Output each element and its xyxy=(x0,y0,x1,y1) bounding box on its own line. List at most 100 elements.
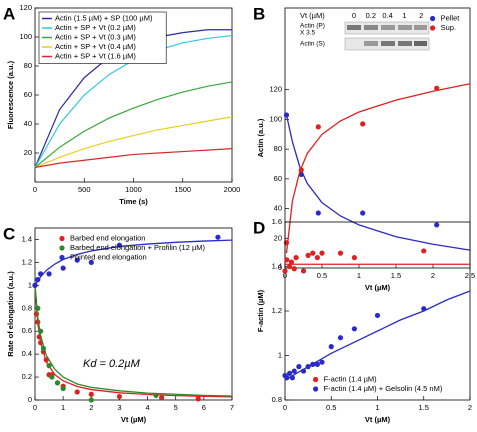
inset-row-label: Actin (S) xyxy=(300,41,325,48)
x-axis-title: Vt (µM) xyxy=(365,415,391,424)
data-point xyxy=(153,392,159,399)
data-point xyxy=(88,259,94,265)
y-axis-title: Fluorescence (a.u.) xyxy=(6,60,15,129)
series-line xyxy=(34,116,233,169)
gel-band xyxy=(364,25,378,30)
legend-label: Pointed end elongation xyxy=(70,252,147,261)
data-point xyxy=(296,364,302,370)
data-point xyxy=(434,85,440,91)
data-point xyxy=(291,266,297,272)
data-point xyxy=(289,375,295,381)
x-tick-label: 1500 xyxy=(174,185,191,194)
data-point xyxy=(319,250,325,256)
x-tick-label: 4 xyxy=(145,403,149,412)
data-point xyxy=(421,248,427,254)
x-tick-label: 1 xyxy=(61,403,65,412)
fit-line xyxy=(34,285,233,398)
data-point xyxy=(38,328,44,334)
y-tick-label: 40 xyxy=(24,119,32,128)
y-tick-label: 20 xyxy=(274,233,282,242)
data-point xyxy=(300,368,307,374)
gel-band xyxy=(414,25,427,30)
plot-frame xyxy=(284,7,471,269)
y-tick-label: 1.6 xyxy=(272,217,282,226)
gel-band xyxy=(364,41,378,46)
legend-label: Barbed end elongation + Profilin (12 µM) xyxy=(70,243,206,252)
gel-bands xyxy=(344,21,430,51)
legend-swatch xyxy=(430,15,436,22)
data-point xyxy=(88,391,94,397)
data-point xyxy=(310,361,316,367)
y-tick-label: 100 xyxy=(19,32,32,41)
y-tick-label: 80 xyxy=(274,144,282,153)
legend-swatch xyxy=(430,25,436,31)
y-axis-title: Rate of elongation (a.u.) xyxy=(6,271,15,357)
fit-line xyxy=(285,83,471,254)
data-point xyxy=(283,112,290,118)
x-tick-label: 0 xyxy=(33,185,37,194)
x-tick-label: 0.5 xyxy=(317,271,327,280)
data-point xyxy=(328,344,334,350)
data-point xyxy=(49,374,55,380)
legend-label: Actin + SP + Vt (0.3 µM) xyxy=(55,32,136,41)
y-axis-title: Actin (a.u.) xyxy=(256,118,265,157)
data-point xyxy=(74,389,80,395)
data-point xyxy=(421,306,427,312)
y-tick-label: 0 xyxy=(28,395,32,404)
x-tick-label: 7 xyxy=(230,403,234,412)
inset-row-label: X 3.5 xyxy=(300,30,316,37)
x-tick-label: 2 xyxy=(468,403,472,412)
legend-swatch xyxy=(59,245,65,251)
inset-lane: 0 xyxy=(352,11,356,20)
legend-label: Actin (1.5 µM) + SP (100 µM) xyxy=(55,13,153,22)
panel-letter: B xyxy=(253,4,265,23)
data-point xyxy=(293,255,299,261)
x-tick-label: 1 xyxy=(375,403,379,412)
x-axis-title: Vt (µM) xyxy=(121,415,147,424)
fit-line xyxy=(34,239,233,286)
y-tick-label: 40 xyxy=(274,204,282,213)
y-tick-label: 60 xyxy=(24,90,32,99)
inset-row-label: Actin (P) xyxy=(300,23,325,30)
data-point xyxy=(337,335,344,341)
data-point xyxy=(74,257,80,263)
data-point xyxy=(360,210,366,216)
legend-swatch xyxy=(59,254,65,261)
data-point xyxy=(351,255,357,261)
x-axis-title: Time (s) xyxy=(119,197,148,206)
legend-label: Actin + SP + Vt (0.4 µM) xyxy=(55,42,136,51)
inset-lane: 0.2 xyxy=(366,11,376,20)
data-point xyxy=(337,250,344,256)
data-point xyxy=(288,259,295,265)
legend-label: Sup. xyxy=(441,23,456,32)
y-tick-label: 1.4 xyxy=(272,261,282,270)
data-point xyxy=(88,397,94,403)
panel-letter: A xyxy=(3,4,15,23)
y-tick-label: 0.2 xyxy=(22,372,32,381)
data-point xyxy=(284,375,290,381)
data-point xyxy=(116,393,123,400)
data-point xyxy=(305,364,311,370)
annotation: Kd = 0.2µM xyxy=(83,358,141,370)
y-tick-label: 120 xyxy=(19,3,32,12)
data-point xyxy=(32,282,38,288)
x-tick-label: 2000 xyxy=(224,185,241,194)
gel-band xyxy=(398,25,412,30)
data-point xyxy=(315,210,321,216)
legend-label: F-actin (1.4 µM) + Gelsolin (4.5 nM) xyxy=(324,384,443,393)
gel-band xyxy=(381,25,395,30)
y-tick-label: 100 xyxy=(269,114,282,123)
inset-lane: 0.4 xyxy=(382,11,392,20)
fit-line xyxy=(34,285,233,397)
data-point xyxy=(54,380,61,386)
fit-line xyxy=(284,290,471,381)
legend-label: F-actin (1.4 µM) xyxy=(324,374,378,383)
x-tick-label: 1.5 xyxy=(419,403,429,412)
data-point xyxy=(35,277,41,283)
data-point xyxy=(287,370,293,376)
inset-header: Vt (µM) xyxy=(300,11,325,20)
y-tick-label: 1.2 xyxy=(272,306,282,315)
y-tick-label: 80 xyxy=(24,61,32,70)
